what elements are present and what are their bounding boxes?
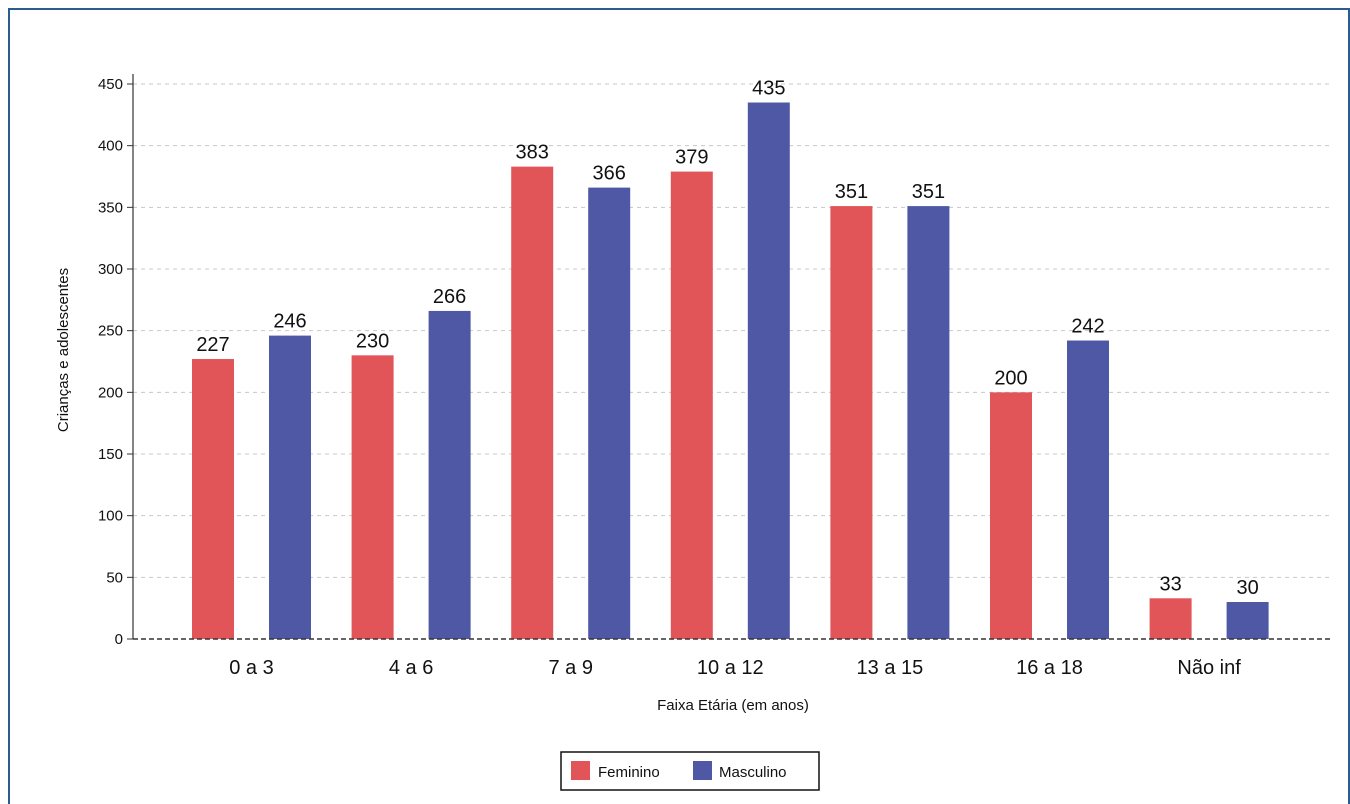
axes bbox=[127, 74, 1332, 640]
x-tick-label: 13 a 15 bbox=[857, 657, 924, 679]
y-tick-label: 50 bbox=[106, 569, 123, 586]
y-tick-label: 300 bbox=[98, 261, 123, 278]
bar-feminino bbox=[511, 166, 554, 639]
data-label: 200 bbox=[994, 367, 1027, 389]
bar-masculino bbox=[907, 206, 950, 639]
bar-masculino bbox=[1067, 340, 1109, 639]
data-label: 351 bbox=[835, 181, 868, 203]
data-label: 33 bbox=[1159, 573, 1181, 595]
x-tick-label: 0 a 3 bbox=[229, 657, 273, 679]
data-label: 230 bbox=[356, 330, 389, 352]
y-tick-label: 0 bbox=[115, 631, 123, 648]
y-tick-label: 400 bbox=[98, 138, 123, 155]
data-label: 366 bbox=[593, 163, 626, 185]
bar-feminino bbox=[830, 206, 873, 639]
legend-swatch-masculino bbox=[693, 761, 712, 780]
data-label: 246 bbox=[273, 311, 306, 333]
x-tick-label: 16 a 18 bbox=[1016, 657, 1083, 679]
x-tick-label: 10 a 12 bbox=[697, 657, 764, 679]
legend-swatch-feminino bbox=[571, 761, 590, 780]
data-label: 383 bbox=[516, 142, 549, 164]
data-label: 242 bbox=[1071, 316, 1104, 338]
y-tick-label: 450 bbox=[98, 76, 123, 93]
data-label: 227 bbox=[196, 334, 229, 356]
y-tick-label: 250 bbox=[98, 323, 123, 340]
bar-feminino bbox=[670, 171, 713, 640]
bar-masculino bbox=[428, 310, 471, 639]
legend-label-feminino: Feminino bbox=[598, 764, 660, 781]
legend-label-masculino: Masculino bbox=[719, 764, 787, 781]
y-tick-label: 100 bbox=[98, 508, 123, 525]
x-tick-label: 4 a 6 bbox=[389, 657, 433, 679]
bar-feminino bbox=[192, 359, 234, 639]
x-axis-title: Faixa Etária (em anos) bbox=[657, 697, 809, 714]
bar-masculino bbox=[747, 102, 790, 639]
bar-masculino bbox=[269, 335, 311, 639]
data-label: 351 bbox=[912, 181, 945, 203]
gridlines bbox=[133, 83, 1332, 578]
data-label: 266 bbox=[433, 286, 466, 308]
y-tick-label: 350 bbox=[98, 199, 123, 216]
data-label: 30 bbox=[1236, 577, 1258, 599]
bar-feminino bbox=[990, 392, 1032, 639]
x-tick-label: 7 a 9 bbox=[548, 657, 592, 679]
y-tick-label: 150 bbox=[98, 446, 123, 463]
bar-feminino bbox=[1149, 598, 1192, 639]
y-axis-title: Crianças e adolescentes bbox=[55, 268, 72, 432]
legend-box bbox=[560, 751, 820, 791]
bars bbox=[192, 102, 1269, 640]
legend: Feminino Masculino bbox=[560, 751, 820, 791]
data-label: 379 bbox=[675, 147, 708, 169]
y-tick-label: 200 bbox=[98, 384, 123, 401]
bar-masculino bbox=[1226, 602, 1269, 639]
labels: 0 50 100 150 200 250 300 350 400 450 227 246 0 a 3 23… bbox=[98, 76, 1259, 679]
data-label: 435 bbox=[752, 78, 785, 100]
bar-masculino bbox=[588, 187, 631, 639]
x-tick-label: Não inf bbox=[1177, 657, 1241, 679]
bar-feminino bbox=[351, 355, 394, 639]
